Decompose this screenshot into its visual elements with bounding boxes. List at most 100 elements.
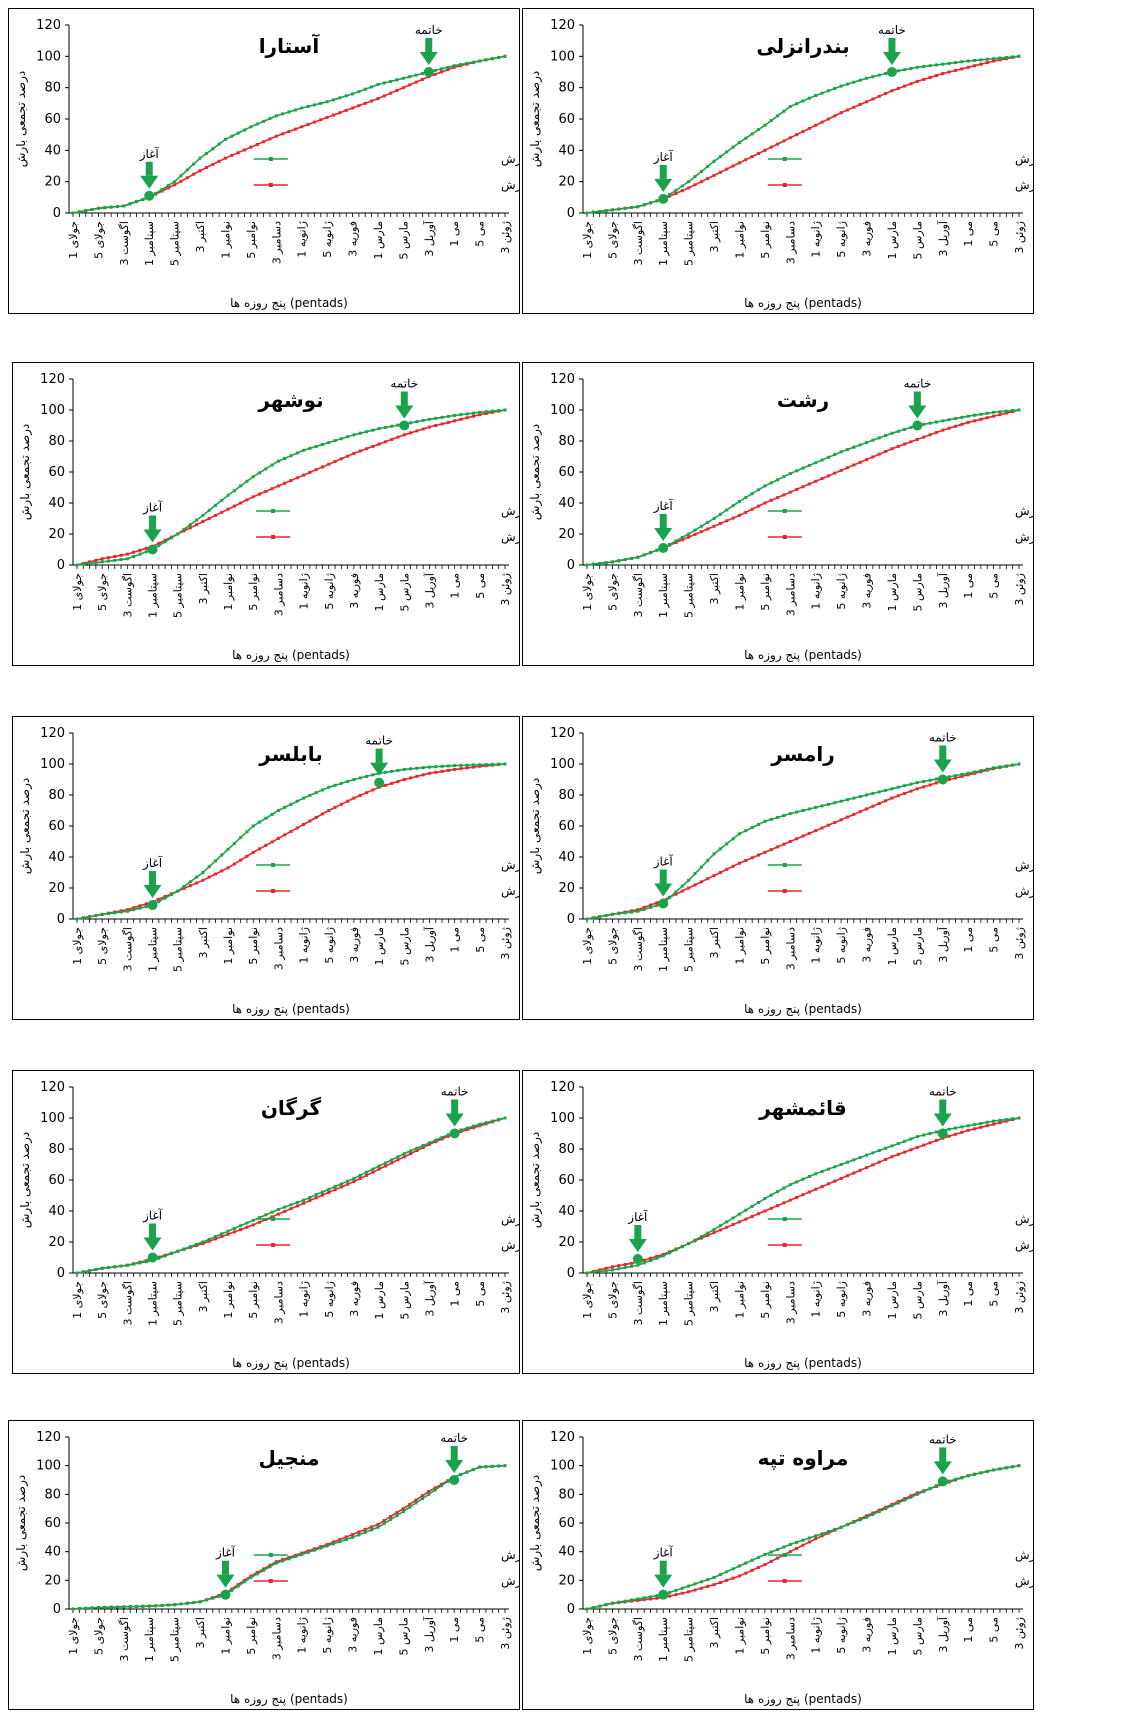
y-axis-label: درصد تجمعی بارش	[18, 424, 33, 521]
data-point	[865, 76, 869, 80]
data-point	[884, 449, 888, 453]
data-point	[890, 1155, 894, 1159]
x-tick-label: مارس 1	[373, 573, 386, 612]
data-point	[281, 132, 285, 136]
data-point	[289, 454, 293, 458]
data-point	[377, 1164, 381, 1168]
data-point	[865, 807, 869, 811]
legend-label: درصد تجمعی تعداد روزهای بارش	[1015, 1574, 1033, 1589]
data-point	[465, 763, 469, 767]
data-point	[415, 766, 419, 770]
data-point	[201, 1242, 205, 1246]
x-tick-label: اکتبر 3	[708, 573, 721, 605]
data-point	[276, 1212, 280, 1216]
data-point	[801, 485, 805, 489]
data-point	[125, 1263, 129, 1267]
data-point	[839, 84, 843, 88]
x-tick-label: می 5	[474, 221, 487, 247]
data-point	[687, 878, 691, 882]
data-point	[132, 550, 136, 554]
y-tick-label: 60	[48, 819, 65, 834]
y-tick-label: 20	[44, 175, 61, 190]
data-point	[276, 836, 280, 840]
data-point	[788, 472, 792, 476]
data-point	[1017, 1464, 1021, 1468]
data-point	[814, 1534, 818, 1538]
x-tick-label: آوریل 3	[422, 1616, 436, 1653]
annotation-label: خاتمه	[441, 1085, 469, 1099]
data-point	[1004, 56, 1008, 60]
data-point	[966, 771, 970, 775]
data-point	[283, 1209, 287, 1213]
y-tick-label: 60	[44, 112, 61, 127]
data-point	[293, 1555, 297, 1559]
data-point	[903, 427, 907, 431]
data-point	[239, 501, 243, 505]
data-point	[992, 1122, 996, 1126]
data-point	[346, 779, 350, 783]
data-point	[884, 434, 888, 438]
data-point	[922, 785, 926, 789]
data-point	[338, 96, 342, 100]
data-point	[928, 778, 932, 782]
arrow-icon	[908, 405, 927, 419]
data-point	[725, 842, 729, 846]
x-tick-label: اگوست 3	[118, 221, 131, 266]
data-point	[629, 556, 633, 560]
data-point	[306, 122, 310, 126]
data-point	[207, 875, 211, 879]
data-point	[973, 64, 977, 68]
arrow-icon	[149, 1223, 157, 1238]
y-tick-label: 100	[40, 757, 65, 772]
x-tick-label: اگوست 3	[632, 1281, 645, 1326]
data-point	[744, 858, 748, 862]
data-point	[302, 1201, 306, 1205]
data-point	[833, 1179, 837, 1183]
data-point	[769, 1559, 773, 1563]
data-point	[497, 762, 501, 766]
data-point	[503, 1116, 507, 1120]
data-point	[188, 880, 192, 884]
legend-label: درصد تجمعی تعداد روزهای بارش	[501, 530, 519, 545]
data-point	[396, 423, 400, 427]
data-point	[270, 812, 274, 816]
data-point	[966, 65, 970, 69]
data-point	[268, 117, 272, 121]
annotation-marker	[937, 1476, 948, 1487]
data-point	[909, 1495, 913, 1499]
data-point	[109, 205, 113, 209]
data-point	[845, 448, 849, 452]
data-point	[737, 832, 741, 836]
data-point	[610, 1601, 614, 1605]
data-point	[163, 896, 167, 900]
data-point	[858, 1168, 862, 1172]
y-tick-label: 120	[40, 726, 65, 741]
legend-swatch-marker	[271, 1217, 276, 1221]
data-point	[331, 1542, 335, 1546]
y-tick-label: 80	[558, 1487, 575, 1502]
data-point	[270, 1215, 274, 1219]
annotation-marker	[374, 777, 385, 788]
data-point	[192, 172, 196, 176]
data-point	[807, 1175, 811, 1179]
data-point	[352, 433, 356, 437]
x-tick-label: ژانویه 5	[321, 1617, 334, 1654]
data-point	[858, 810, 862, 814]
legend-swatch-marker	[268, 1553, 273, 1557]
data-point	[339, 457, 343, 461]
data-point	[106, 559, 110, 563]
data-point	[308, 1199, 312, 1203]
data-point	[427, 417, 431, 421]
data-point	[890, 787, 894, 791]
data-point	[947, 778, 951, 781]
arrow-icon	[425, 38, 433, 52]
y-tick-label: 120	[36, 1430, 61, 1445]
data-point	[427, 765, 431, 769]
annotation-label: خاتمه	[415, 23, 443, 37]
x-tick-label: مارس 1	[886, 221, 899, 260]
data-point	[903, 791, 907, 795]
x-tick-label: نوامبر 1	[733, 1617, 746, 1655]
data-point	[718, 871, 722, 874]
data-point	[453, 413, 457, 417]
data-point	[201, 878, 205, 882]
